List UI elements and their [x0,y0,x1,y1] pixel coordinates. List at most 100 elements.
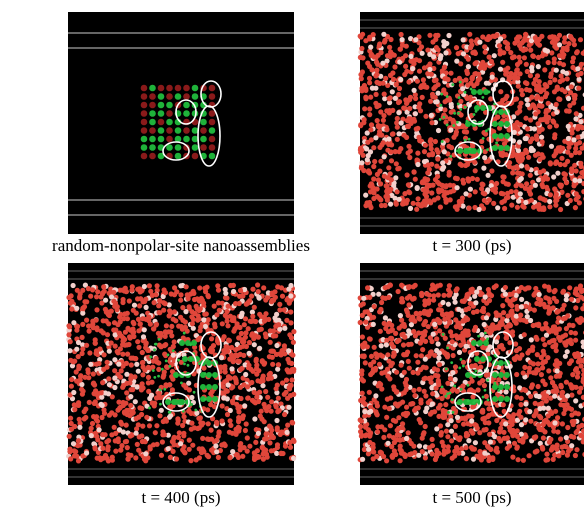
caption: t = 500 (ps) [433,488,512,507]
water [475,177,480,182]
water [521,48,526,53]
atom [458,96,461,99]
water [515,170,520,175]
water [519,304,524,309]
water [442,76,447,81]
water [229,366,234,371]
water [494,339,499,344]
water [362,409,367,414]
atom [173,399,179,405]
caption: t = 300 (ps) [433,236,512,255]
water [118,405,123,410]
atom [200,136,207,143]
atom [492,372,498,378]
water [512,441,517,446]
water [78,377,83,382]
water [407,106,412,111]
atom [467,384,470,387]
water [265,455,270,460]
water [86,370,91,375]
water [389,158,394,163]
water [260,359,265,364]
atom [192,144,199,151]
water [274,418,279,423]
water [453,377,458,382]
water [448,71,453,76]
water [84,318,89,323]
water [142,284,147,289]
water [463,191,468,196]
water [243,316,248,321]
water [359,419,364,424]
water [88,362,93,367]
water [440,160,445,165]
water [530,348,535,353]
water [404,436,409,441]
water [465,71,470,76]
atom [471,148,477,154]
water [431,332,436,337]
water [112,368,117,373]
water [573,453,578,458]
water [425,309,430,314]
water [499,152,504,157]
water [367,80,372,85]
water [227,430,232,435]
water [377,81,382,86]
water [159,408,164,413]
water [485,187,490,192]
water [253,440,258,445]
water [228,455,233,460]
water [554,159,559,164]
atom [464,139,467,142]
water [456,451,461,456]
water [92,445,97,450]
water [135,384,140,389]
water [489,59,494,64]
water [510,170,515,175]
water [525,69,530,74]
water [472,328,477,333]
water [225,412,230,417]
water [518,101,523,106]
atom [440,93,443,96]
water [152,300,157,305]
water [558,184,563,189]
water [372,304,377,309]
water [365,140,370,145]
atom [464,91,467,94]
water [522,332,527,337]
water [384,338,389,343]
water [564,340,569,345]
atom [460,358,463,361]
water [136,448,141,453]
water [498,67,503,72]
water [435,367,440,372]
atom [452,411,455,414]
water [574,50,579,55]
water [523,417,528,422]
water [241,339,246,344]
atom [180,382,183,385]
water [125,316,130,321]
water [569,169,574,174]
water [515,75,520,80]
water [191,291,196,296]
water [384,127,389,132]
water [519,422,524,427]
water [110,394,115,399]
water [282,326,287,331]
water [484,394,489,399]
atom [445,367,448,370]
water [112,385,117,390]
water [570,419,575,424]
water [173,318,178,323]
water [538,206,543,211]
water [430,401,435,406]
water [277,408,282,413]
water [551,305,556,310]
water [160,439,165,444]
atom [200,119,207,126]
water [382,321,387,326]
water [183,385,188,390]
